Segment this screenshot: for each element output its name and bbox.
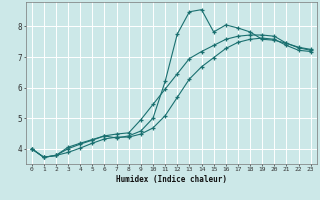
X-axis label: Humidex (Indice chaleur): Humidex (Indice chaleur) bbox=[116, 175, 227, 184]
